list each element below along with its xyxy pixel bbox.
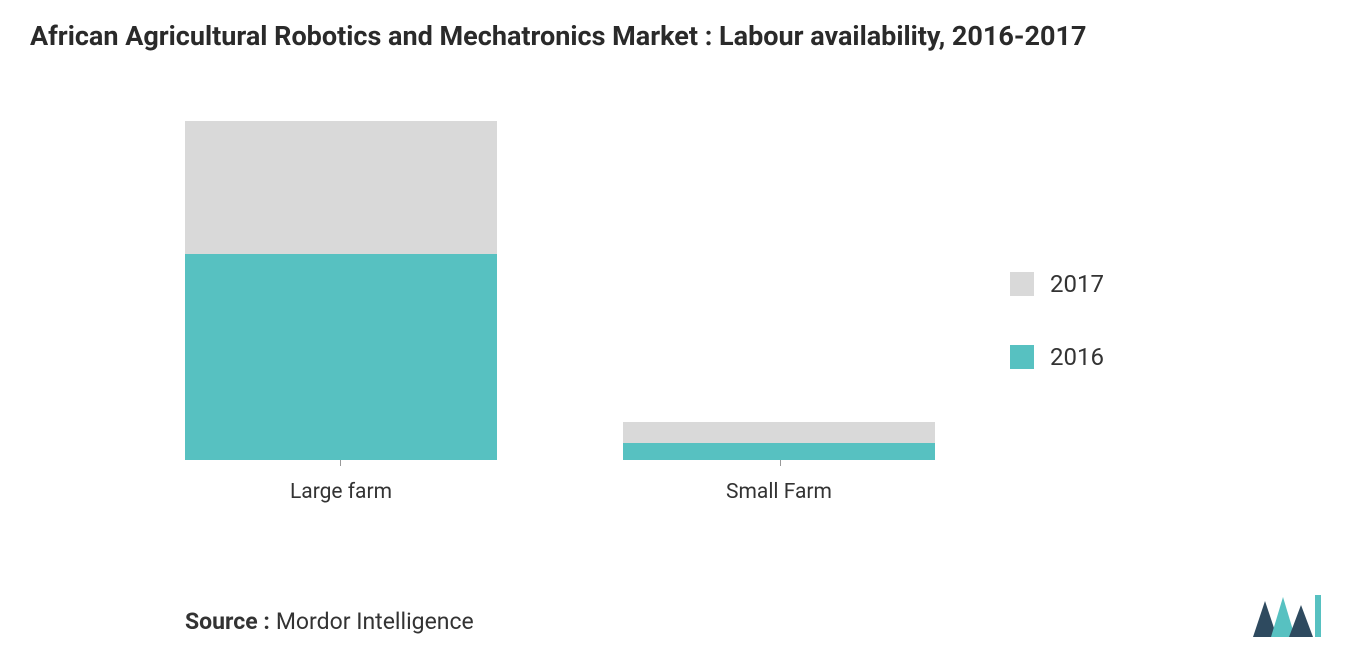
bar-large-farm-2016 xyxy=(185,254,497,461)
source-attribution: Source : Mordor Intelligence xyxy=(185,608,474,635)
x-label-large-farm: Large farm xyxy=(185,480,497,504)
legend-swatch-2017 xyxy=(1010,272,1034,296)
x-tick-1 xyxy=(780,460,781,466)
x-label-small-farm: Small Farm xyxy=(623,480,935,504)
legend-label-2016: 2016 xyxy=(1050,343,1104,371)
bar-small-farm-2017 xyxy=(623,422,935,443)
legend-item-2017: 2017 xyxy=(1010,270,1104,298)
bar-large-farm xyxy=(185,121,497,461)
bar-large-farm-2017 xyxy=(185,121,497,254)
x-tick-0 xyxy=(340,460,341,466)
bar-small-farm xyxy=(623,422,935,461)
chart-legend: 2017 2016 xyxy=(1010,270,1104,416)
source-label: Source : xyxy=(185,608,270,635)
source-value: Mordor Intelligence xyxy=(276,608,474,635)
legend-swatch-2016 xyxy=(1010,345,1034,369)
bar-small-farm-2016 xyxy=(623,443,935,461)
chart-plot-area: Large farm Small Farm xyxy=(185,110,935,460)
legend-label-2017: 2017 xyxy=(1050,270,1104,298)
mordor-logo-icon xyxy=(1253,593,1321,637)
legend-item-2016: 2016 xyxy=(1010,343,1104,371)
chart-title: African Agricultural Robotics and Mechat… xyxy=(30,20,1087,52)
